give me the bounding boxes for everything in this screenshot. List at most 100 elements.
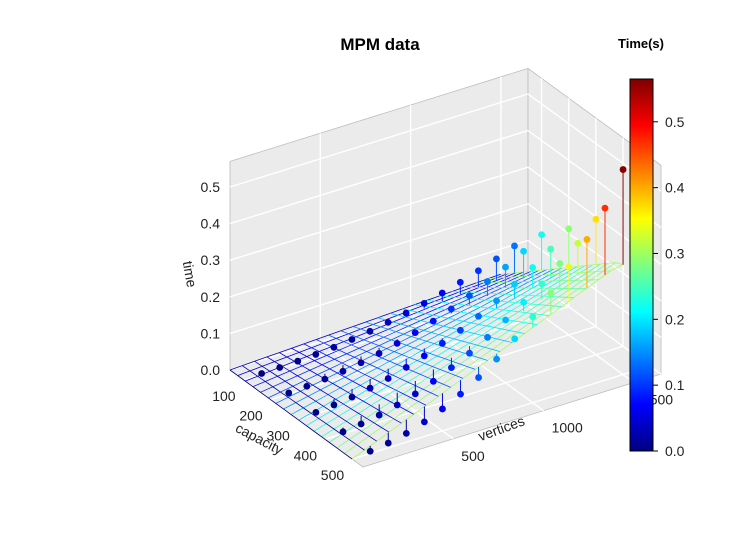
data-point <box>420 300 428 307</box>
data-point <box>339 428 347 436</box>
grid-line <box>351 365 651 460</box>
data-point <box>276 364 284 371</box>
data-point <box>330 343 338 351</box>
data-point <box>285 389 293 397</box>
data-point <box>475 374 482 381</box>
data-point <box>484 278 491 285</box>
data-point <box>511 242 518 250</box>
data-point <box>357 359 365 367</box>
data-point <box>583 236 591 243</box>
data-point <box>402 309 410 317</box>
data-point <box>411 390 419 398</box>
z-axis-label: time <box>180 260 200 289</box>
z-axis-ticks: 0.0 0.1 0.2 0.3 0.4 0.5 <box>201 179 221 378</box>
z-tick-label: 0.2 <box>201 289 221 305</box>
z-tick-label: 0.4 <box>201 216 221 232</box>
data-point <box>456 278 464 286</box>
data-point <box>601 204 609 212</box>
data-point <box>339 367 347 375</box>
data-point <box>493 355 501 363</box>
data-point <box>438 339 446 347</box>
data-point <box>520 247 527 255</box>
grid-line <box>410 313 545 412</box>
data-point <box>465 292 473 300</box>
x-tick-label: 200 <box>239 408 263 424</box>
data-point <box>475 312 482 320</box>
data-point <box>457 326 464 334</box>
data-point <box>538 280 546 288</box>
y-tick-label: 500 <box>461 448 485 464</box>
data-point <box>547 289 555 297</box>
colorbar-ticks: 0.0 0.1 0.2 0.3 0.4 0.5 <box>653 114 685 459</box>
data-point <box>447 305 455 313</box>
data-points <box>258 166 627 455</box>
surface-line <box>488 270 611 279</box>
data-point <box>520 298 528 306</box>
data-point <box>529 264 537 271</box>
colorbar-title: Time(s) <box>618 36 664 51</box>
data-point <box>565 263 573 271</box>
data-point <box>357 420 365 428</box>
surface-line <box>402 308 525 334</box>
surface-line <box>353 326 476 370</box>
surface-line <box>340 330 464 379</box>
surface-line <box>500 262 624 275</box>
x-tick-label: 300 <box>266 427 290 443</box>
data-point <box>565 225 573 233</box>
y-tick-label: 1000 <box>552 420 583 436</box>
x-tick-label: 400 <box>294 447 318 463</box>
grid-line <box>229 93 529 188</box>
grid-line <box>324 345 624 440</box>
colorbar-tick-label: 0.0 <box>665 443 685 459</box>
z-tick-label: 0.1 <box>201 325 221 341</box>
surface-line <box>451 291 574 299</box>
data-point <box>502 316 510 324</box>
data-point <box>330 401 338 409</box>
surface-line <box>328 334 451 388</box>
x-tick-label: 500 <box>321 467 345 483</box>
data-point <box>493 255 500 263</box>
grid-line <box>270 306 569 401</box>
data-point <box>384 375 392 382</box>
data-point <box>429 317 437 325</box>
data-point <box>312 351 320 358</box>
surface-line <box>303 343 427 406</box>
data-point <box>619 166 627 173</box>
data-point <box>303 382 311 390</box>
data-point <box>547 245 555 253</box>
data-point <box>511 335 519 343</box>
surface-line <box>377 317 501 352</box>
surface-line <box>279 352 402 424</box>
data-point <box>429 377 437 385</box>
data-point <box>574 239 582 247</box>
surface-line <box>266 356 390 433</box>
colorbar-tick-label: 0.1 <box>665 377 685 393</box>
colorbar-tick-label: 0.2 <box>665 311 685 327</box>
data-point <box>258 370 266 377</box>
surface-line <box>229 369 353 460</box>
data-point <box>411 329 419 337</box>
surface-line <box>476 279 599 284</box>
data-point <box>402 363 410 371</box>
data-point <box>556 260 564 267</box>
data-point <box>538 231 546 239</box>
data-point <box>529 313 537 321</box>
data-point <box>502 263 509 271</box>
data-point <box>366 447 374 455</box>
surface-line <box>291 347 414 415</box>
data-point <box>493 297 500 305</box>
data-point <box>393 401 401 409</box>
surface-line <box>242 365 365 451</box>
data-point <box>312 408 320 416</box>
fitted-surface <box>229 262 624 460</box>
z-tick-label: 0.5 <box>201 179 221 195</box>
grid-line <box>229 203 529 298</box>
data-point <box>448 364 455 372</box>
surface-line <box>389 312 513 343</box>
x-tick-label: 100 <box>212 388 236 404</box>
data-point <box>384 318 392 326</box>
data-point <box>294 357 302 365</box>
data-point <box>375 350 383 357</box>
